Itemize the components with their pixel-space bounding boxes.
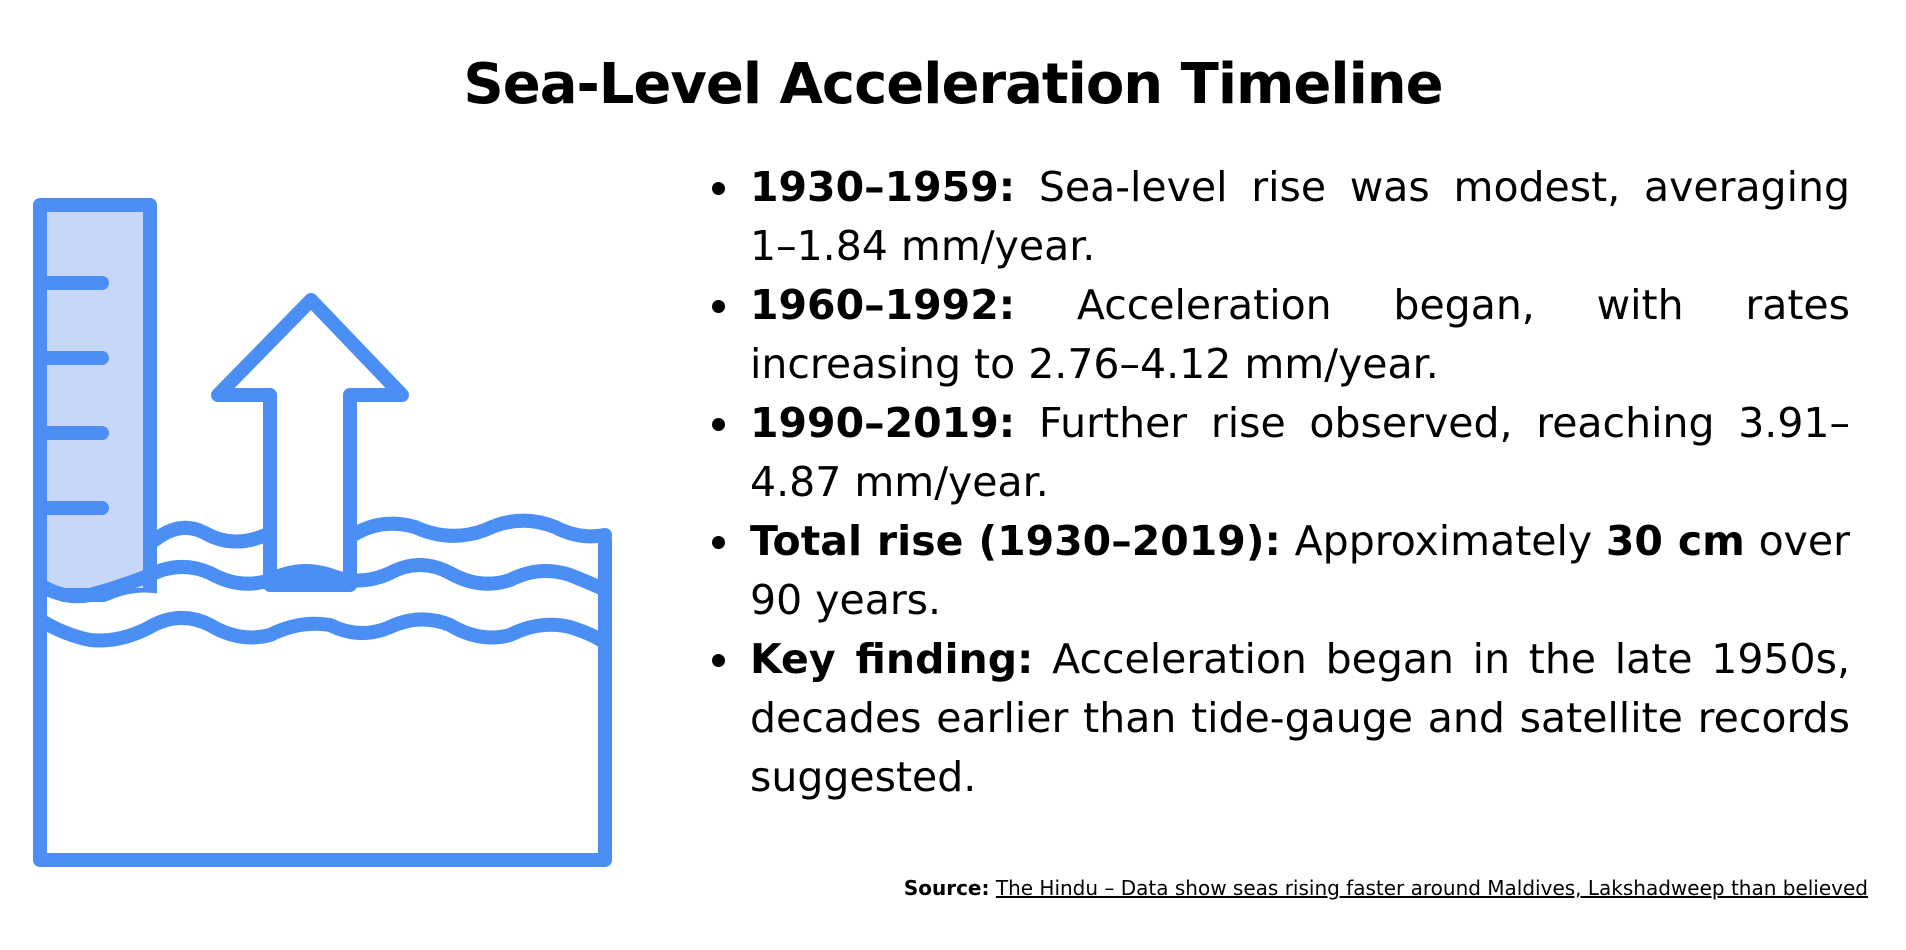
item-label: 1960–1992: [750, 281, 1016, 329]
list-item: 1960–1992: Acceleration began, with rate… [712, 276, 1850, 394]
source-link[interactable]: The Hindu – Data show seas rising faster… [995, 876, 1868, 900]
item-text: Approximately [1280, 517, 1606, 565]
source-citation: Source: The Hindu – Data show seas risin… [904, 876, 1868, 900]
lower-wave [33, 610, 612, 650]
list-item: Total rise (1930–2019): Approximately 30… [712, 512, 1851, 630]
item-text: Acceleration began in the late 1950s, de… [750, 635, 1850, 801]
page-title: Sea-Level Acceleration Timeline [463, 52, 1443, 117]
item-label: Key finding: [750, 635, 1034, 683]
list-item: 1990–2019: Further rise observed, reachi… [712, 394, 1850, 512]
list-item: 1930–1959: Sea-level rise was modest, av… [712, 158, 1850, 276]
source-label: Source: [903, 876, 990, 900]
item-emphasis: 30 cm [1605, 517, 1745, 565]
list-item: Key finding: Acceleration began in the l… [712, 630, 1850, 807]
item-label: 1990–2019: [750, 399, 1016, 447]
sea-level-rise-icon [33, 198, 670, 867]
item-text: over 90 years. [750, 517, 1851, 624]
top-wave [343, 513, 612, 544]
water-container [33, 533, 612, 867]
up-arrow-icon [211, 293, 409, 592]
item-label: Total rise (1930–2019): [750, 517, 1281, 565]
gauge-ruler [33, 198, 157, 602]
timeline-list: 1930–1959: Sea-level rise was modest, av… [700, 158, 1850, 807]
middle-wave [33, 558, 612, 604]
item-text: Further rise observed, reaching 3.91–4.8… [750, 399, 1850, 506]
item-label: 1930–1959: [750, 163, 1016, 211]
top-wave [148, 520, 277, 549]
item-text: Sea-level rise was modest, averaging 1–1… [750, 163, 1850, 270]
item-text: Acceleration began, with rates increasin… [750, 281, 1850, 388]
